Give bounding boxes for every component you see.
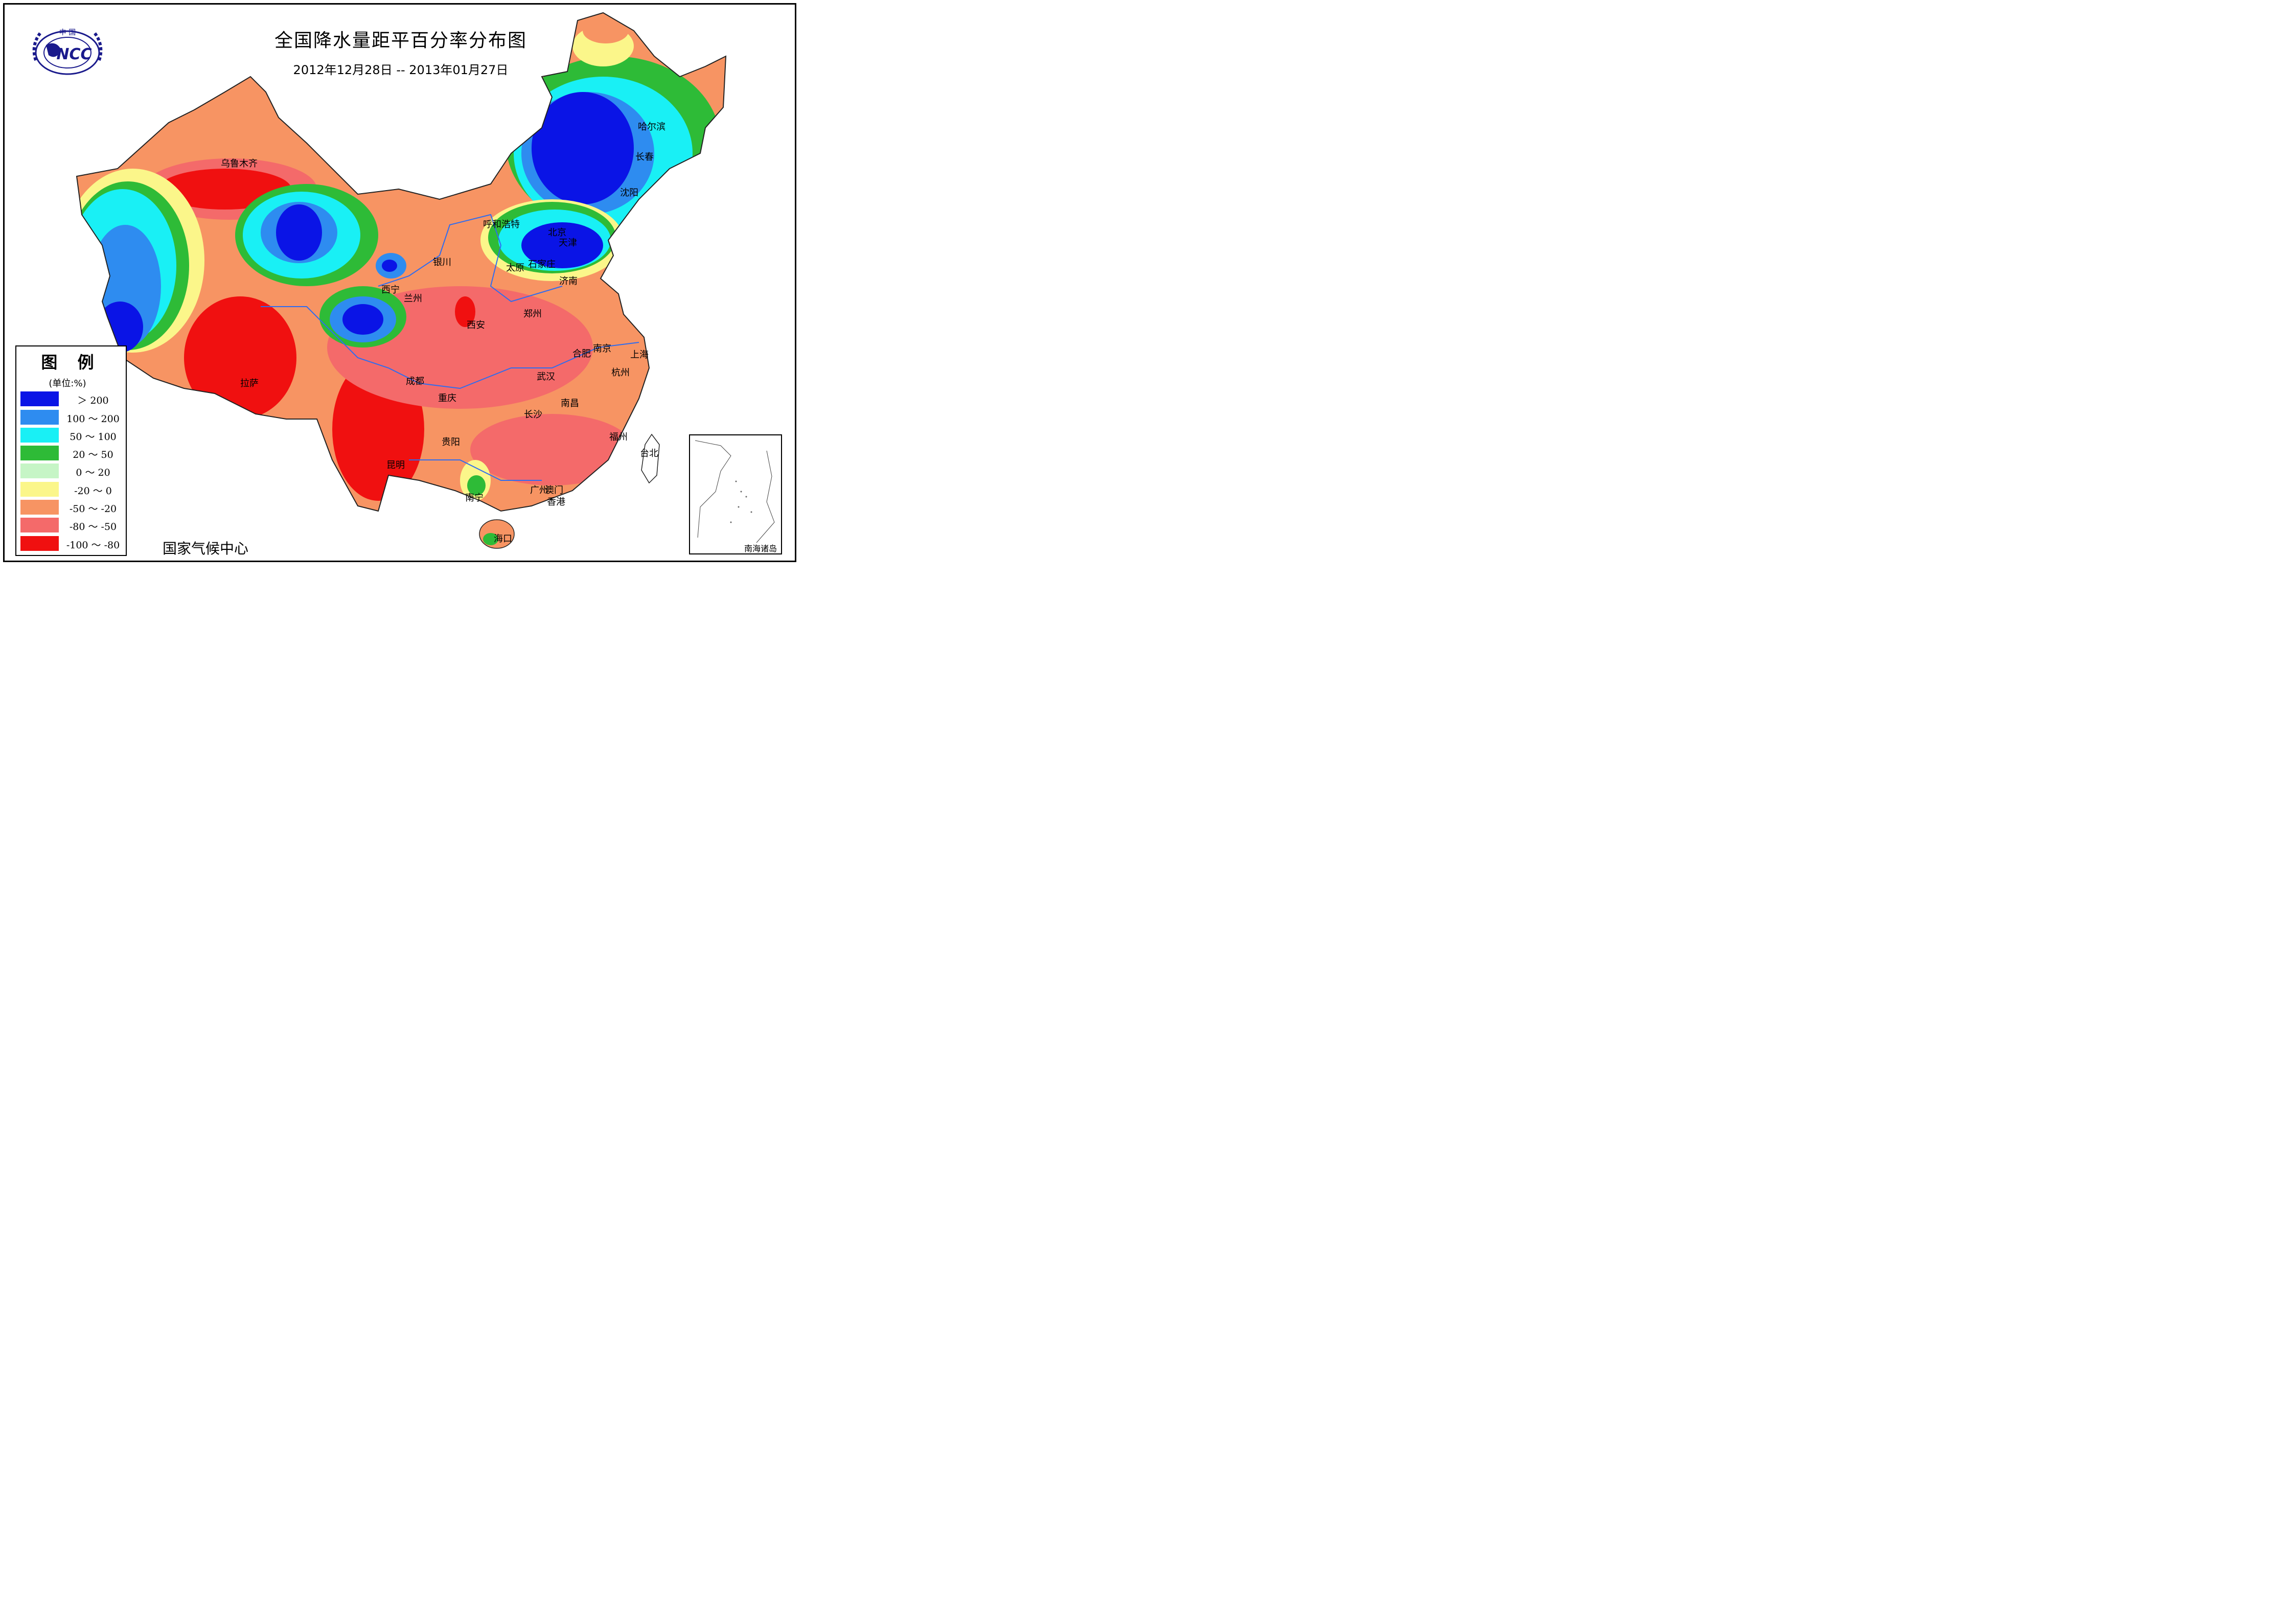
legend-item: -20 ～ 0 bbox=[20, 482, 126, 497]
legend-label: -100 ～ -80 bbox=[66, 540, 120, 551]
city-label: 贵阳 bbox=[442, 437, 460, 448]
south-china-sea-inset bbox=[689, 434, 782, 554]
legend-item: -80 ～ -50 bbox=[20, 518, 126, 533]
city-label: 天津 bbox=[559, 238, 577, 248]
ncc-logo: 中 国 NCC bbox=[32, 29, 103, 75]
city-label: 南京 bbox=[593, 343, 611, 354]
city-label: 西宁 bbox=[381, 285, 400, 295]
precipitation-map bbox=[76, 12, 727, 549]
legend-label: ＞ 200 bbox=[77, 395, 109, 406]
city-label: 澳门 bbox=[545, 485, 563, 496]
city-label: 石家庄 bbox=[528, 259, 556, 270]
city-label: 重庆 bbox=[438, 393, 456, 404]
legend-item: ＞ 200 bbox=[20, 391, 126, 407]
city-label: 成都 bbox=[406, 376, 424, 387]
city-label: 长沙 bbox=[524, 409, 542, 420]
logo-main-text: NCC bbox=[56, 45, 91, 63]
city-label: 台北 bbox=[640, 448, 658, 459]
city-label: 北京 bbox=[548, 227, 566, 238]
legend: 图 例 (单位:%) ＞ 200 100 ～ 200 50 ～ 100 20 ～ 50… bbox=[15, 345, 127, 556]
city-label: 西安 bbox=[467, 320, 485, 331]
legend-label: 100 ～ 200 bbox=[66, 413, 120, 425]
legend-swatch bbox=[20, 428, 59, 443]
legend-label: 20 ～ 50 bbox=[73, 449, 113, 460]
city-label: 济南 bbox=[559, 276, 578, 287]
inset-label: 南海诸岛 bbox=[744, 544, 777, 553]
legend-label: 50 ～ 100 bbox=[70, 431, 117, 443]
city-label: 武汉 bbox=[537, 372, 555, 382]
legend-item: 20 ～ 50 bbox=[20, 446, 126, 461]
legend-label: -50 ～ -20 bbox=[69, 503, 117, 515]
map-title: 全国降水量距平百分率分布图 bbox=[274, 30, 527, 51]
city-label: 长春 bbox=[635, 152, 654, 163]
legend-swatch bbox=[20, 463, 59, 478]
city-label: 香港 bbox=[547, 497, 565, 507]
logo-top-text: 中 国 bbox=[59, 29, 76, 37]
city-label: 昆明 bbox=[386, 460, 405, 471]
city-label: 海口 bbox=[494, 534, 512, 544]
legend-swatch bbox=[20, 518, 59, 532]
city-label: 沈阳 bbox=[620, 188, 638, 198]
legend-title: 图 例 bbox=[41, 353, 101, 372]
city-label: 广州 bbox=[530, 485, 548, 496]
legend-swatch bbox=[20, 446, 59, 460]
city-label: 哈尔滨 bbox=[638, 122, 665, 132]
map-subtitle: 2012年12月28日 -- 2013年01月27日 bbox=[293, 63, 509, 77]
city-label: 银川 bbox=[433, 257, 451, 268]
legend-item: -50 ～ -20 bbox=[20, 500, 126, 515]
city-label: 杭州 bbox=[611, 367, 630, 378]
legend-label: -20 ～ 0 bbox=[74, 485, 112, 497]
legend-swatch bbox=[20, 536, 59, 551]
city-label: 呼和浩特 bbox=[483, 219, 520, 230]
legend-item: 100 ～ 200 bbox=[20, 410, 126, 425]
city-label: 合肥 bbox=[572, 349, 591, 359]
legend-swatch bbox=[20, 410, 59, 425]
legend-item: 50 ～ 100 bbox=[20, 428, 126, 443]
legend-item: 0 ～ 20 bbox=[20, 463, 126, 479]
legend-item: -100 ～ -80 bbox=[20, 536, 126, 551]
inset-map bbox=[695, 440, 775, 543]
legend-swatch bbox=[20, 391, 59, 406]
city-label: 福州 bbox=[609, 432, 628, 443]
legend-swatch bbox=[20, 500, 59, 515]
city-label: 兰州 bbox=[404, 293, 422, 304]
city-label: 南昌 bbox=[561, 398, 579, 409]
city-label: 上海 bbox=[630, 350, 649, 360]
city-label: 南宁 bbox=[465, 493, 484, 503]
city-label: 郑州 bbox=[523, 309, 542, 319]
city-label: 乌鲁木齐 bbox=[221, 158, 258, 169]
footer-source: 国家气候中心 bbox=[163, 540, 249, 557]
city-label: 太原 bbox=[506, 263, 524, 273]
legend-label: -80 ～ -50 bbox=[69, 521, 117, 532]
legend-unit: (单位:%) bbox=[49, 378, 86, 389]
legend-label: 0 ～ 20 bbox=[76, 467, 110, 478]
city-label: 拉萨 bbox=[240, 378, 259, 389]
legend-swatch bbox=[20, 482, 59, 497]
